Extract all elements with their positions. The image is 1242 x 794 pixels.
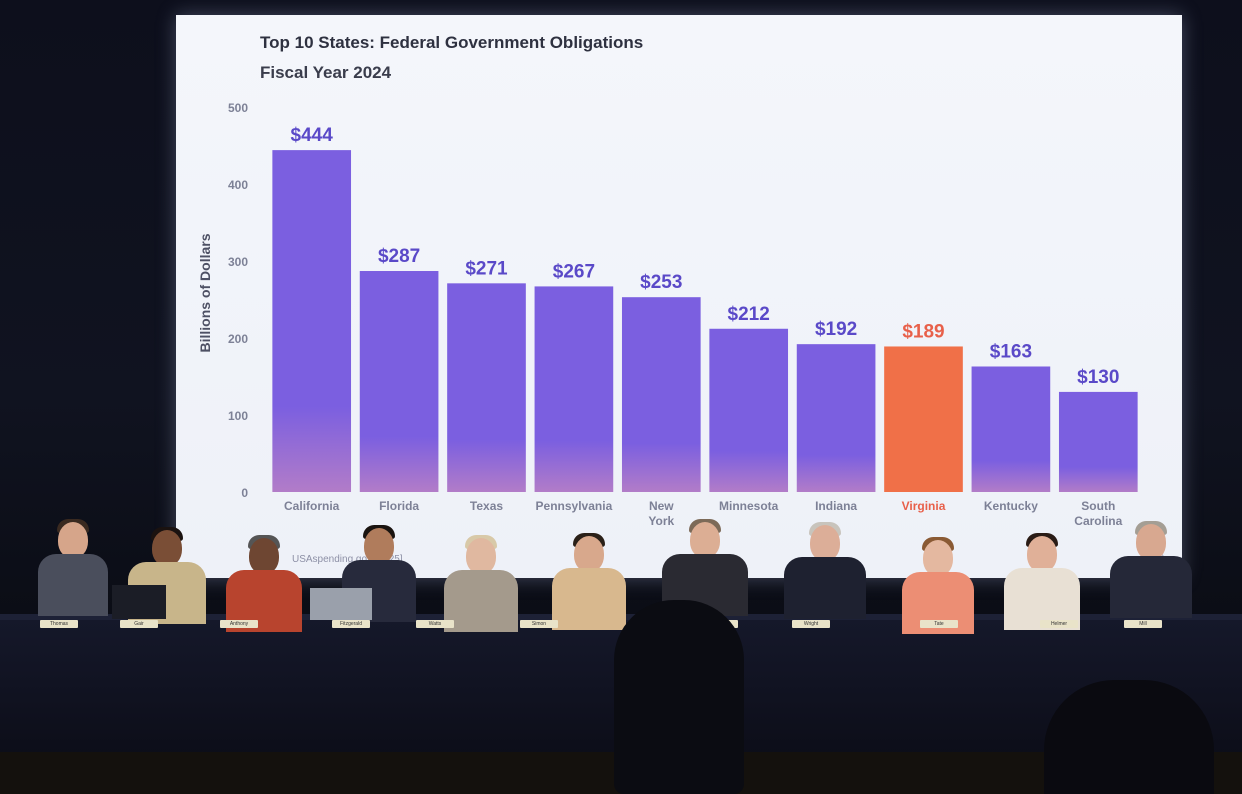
x-tick-label: Minnesota <box>719 499 779 513</box>
panelist <box>902 537 974 634</box>
audience-member-silhouette <box>1044 680 1214 794</box>
x-tick-label: Pennsylvania <box>536 499 613 513</box>
source-note: USAspending.gov [2025] <box>292 554 403 565</box>
name-placard: Tate <box>920 620 958 628</box>
bar-value-label: $271 <box>465 258 508 279</box>
x-tick-label: California <box>284 499 340 513</box>
x-tick-label: Texas <box>470 499 503 513</box>
name-placard: Fitzgerald <box>332 620 370 628</box>
bar-value-label: $130 <box>1077 367 1119 388</box>
bar-chart: 0 100 200 300 400 500 $444 California $287 Florid… <box>228 101 1138 528</box>
bar-value-label: $189 <box>902 321 944 342</box>
y-tick-label: 300 <box>228 255 248 269</box>
panelist <box>552 533 626 630</box>
bar-value-label: $287 <box>378 246 420 267</box>
y-tick-label: 200 <box>228 332 248 346</box>
y-tick-label: 0 <box>241 486 248 500</box>
panelist <box>784 522 866 620</box>
name-placard: Simon <box>520 620 558 628</box>
bar-minnesota <box>709 328 789 492</box>
name-placard: Watts <box>416 620 454 628</box>
bar-value-label: $267 <box>553 261 595 282</box>
bar-south-carolina <box>1058 391 1138 492</box>
y-tick-label: 400 <box>228 178 248 192</box>
bar-pennsylvania <box>534 286 614 492</box>
chart-title: Top 10 States: Federal Government Obliga… <box>260 33 644 52</box>
bar-california <box>272 150 352 492</box>
name-placard: Gair <box>120 620 158 628</box>
bar-value-label: $163 <box>990 341 1032 362</box>
panelist <box>38 519 108 618</box>
bar-value-label: $192 <box>815 319 857 340</box>
x-tick-label: Carolina <box>1074 514 1122 528</box>
bar-value-label: $253 <box>640 272 682 293</box>
panelist <box>444 535 518 632</box>
name-placard: Helmer <box>1040 620 1078 628</box>
bar-virginia <box>884 346 963 492</box>
x-tick-label: South <box>1081 499 1115 513</box>
name-placard: Mill <box>1124 620 1162 628</box>
x-tick-label: Indiana <box>815 499 857 513</box>
bar-kentucky <box>971 366 1051 492</box>
x-tick-label: York <box>648 514 674 528</box>
bar-value-label: $444 <box>291 125 334 146</box>
x-tick-label: Florida <box>379 499 419 513</box>
y-tick-label: 100 <box>228 409 248 423</box>
laptop <box>310 588 372 620</box>
audience-member-silhouette <box>614 600 744 794</box>
laptop <box>112 585 166 619</box>
bar-texas <box>447 283 526 492</box>
name-placard: Thomas <box>40 620 78 628</box>
name-placard: Anthony <box>220 620 258 628</box>
x-tick-label: New <box>649 499 674 513</box>
x-tick-label: Kentucky <box>984 499 1038 513</box>
bar-value-label: $212 <box>728 304 770 325</box>
projection-screen: Top 10 States: Federal Government Obliga… <box>176 15 1182 578</box>
chart-subtitle: Fiscal Year 2024 <box>260 63 392 82</box>
panelist <box>226 535 302 632</box>
bar-indiana <box>796 344 876 492</box>
y-tick-label: 500 <box>228 101 248 115</box>
panelist <box>1004 533 1080 630</box>
panelist <box>1110 521 1192 620</box>
bar-new-york <box>621 297 701 492</box>
x-tick-label: Virginia <box>902 499 946 513</box>
name-placard: Wright <box>792 620 830 628</box>
bar-florida <box>359 271 439 492</box>
